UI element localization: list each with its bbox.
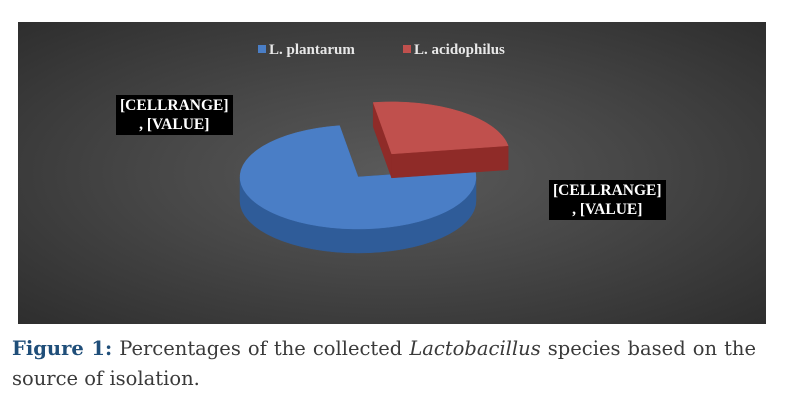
data-label-l-plantarum-line2: , [VALUE] xyxy=(139,116,210,133)
pie-slice-top xyxy=(372,101,509,155)
legend-label-l-plantarum: L. plantarum xyxy=(269,42,355,58)
pie-slice-l-plantarum xyxy=(239,125,477,254)
chart-area: L. plantarum L. acidophilus [CELLRANGE] ,… xyxy=(18,22,766,324)
caption-text-after: species based on the source of isolation… xyxy=(12,337,757,390)
figure-caption: Figure 1: Percentages of the collected L… xyxy=(12,334,756,394)
legend: L. plantarum L. acidophilus xyxy=(258,42,505,58)
pie-slice-top xyxy=(239,125,477,230)
caption-label: Figure 1: xyxy=(12,337,113,360)
caption-text-before: Percentages of the collected xyxy=(119,337,403,360)
caption-emphasis: Lactobacillus xyxy=(409,337,541,360)
data-label-l-plantarum-line1: [CELLRANGE] xyxy=(120,97,229,114)
legend-label-l-acidophilus: L. acidophilus xyxy=(414,42,505,58)
data-label-l-acidophilus: [CELLRANGE] , [VALUE] xyxy=(549,180,666,220)
pie-slices xyxy=(239,101,509,254)
data-label-l-plantarum: [CELLRANGE] , [VALUE] xyxy=(116,95,233,135)
data-label-l-acidophilus-line2: , [VALUE] xyxy=(572,201,643,218)
pie-chart: L. plantarum L. acidophilus xyxy=(239,42,509,254)
pie-slice-l-acidophilus xyxy=(372,101,509,179)
legend-swatch-l-acidophilus xyxy=(403,45,411,53)
data-label-l-acidophilus-line1: [CELLRANGE] xyxy=(553,182,662,199)
legend-swatch-l-plantarum xyxy=(258,45,266,53)
